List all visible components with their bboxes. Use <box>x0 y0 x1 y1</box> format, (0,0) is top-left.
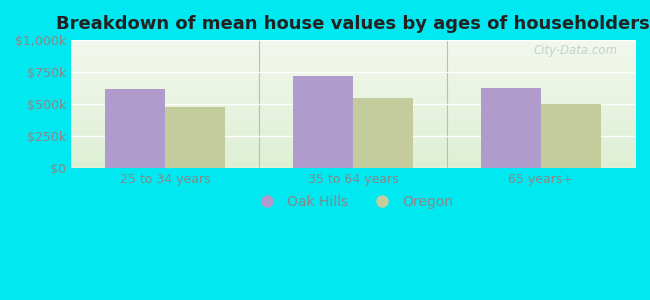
Legend: Oak Hills, Oregon: Oak Hills, Oregon <box>248 190 458 215</box>
Text: City-Data.com: City-Data.com <box>534 44 618 57</box>
Bar <box>165 107 225 168</box>
Bar <box>481 88 541 168</box>
Bar <box>353 98 413 168</box>
Bar <box>105 89 165 168</box>
Bar <box>293 76 353 168</box>
Title: Breakdown of mean house values by ages of householders: Breakdown of mean house values by ages o… <box>56 15 650 33</box>
Bar <box>541 104 601 168</box>
